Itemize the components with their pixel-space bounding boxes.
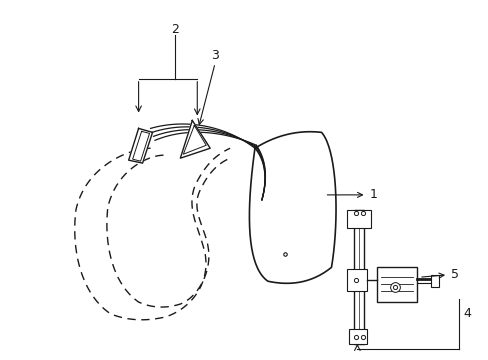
Polygon shape xyxy=(180,121,210,158)
Bar xyxy=(430,275,438,287)
Text: 3: 3 xyxy=(211,49,219,63)
Bar xyxy=(376,267,416,302)
Text: 2: 2 xyxy=(171,23,179,36)
Polygon shape xyxy=(128,129,152,163)
Bar xyxy=(354,210,364,344)
Bar xyxy=(349,329,366,344)
Text: 4: 4 xyxy=(463,307,470,320)
Bar xyxy=(346,210,370,228)
Text: 5: 5 xyxy=(421,268,458,281)
Bar xyxy=(346,269,366,291)
Text: 1: 1 xyxy=(326,188,376,201)
